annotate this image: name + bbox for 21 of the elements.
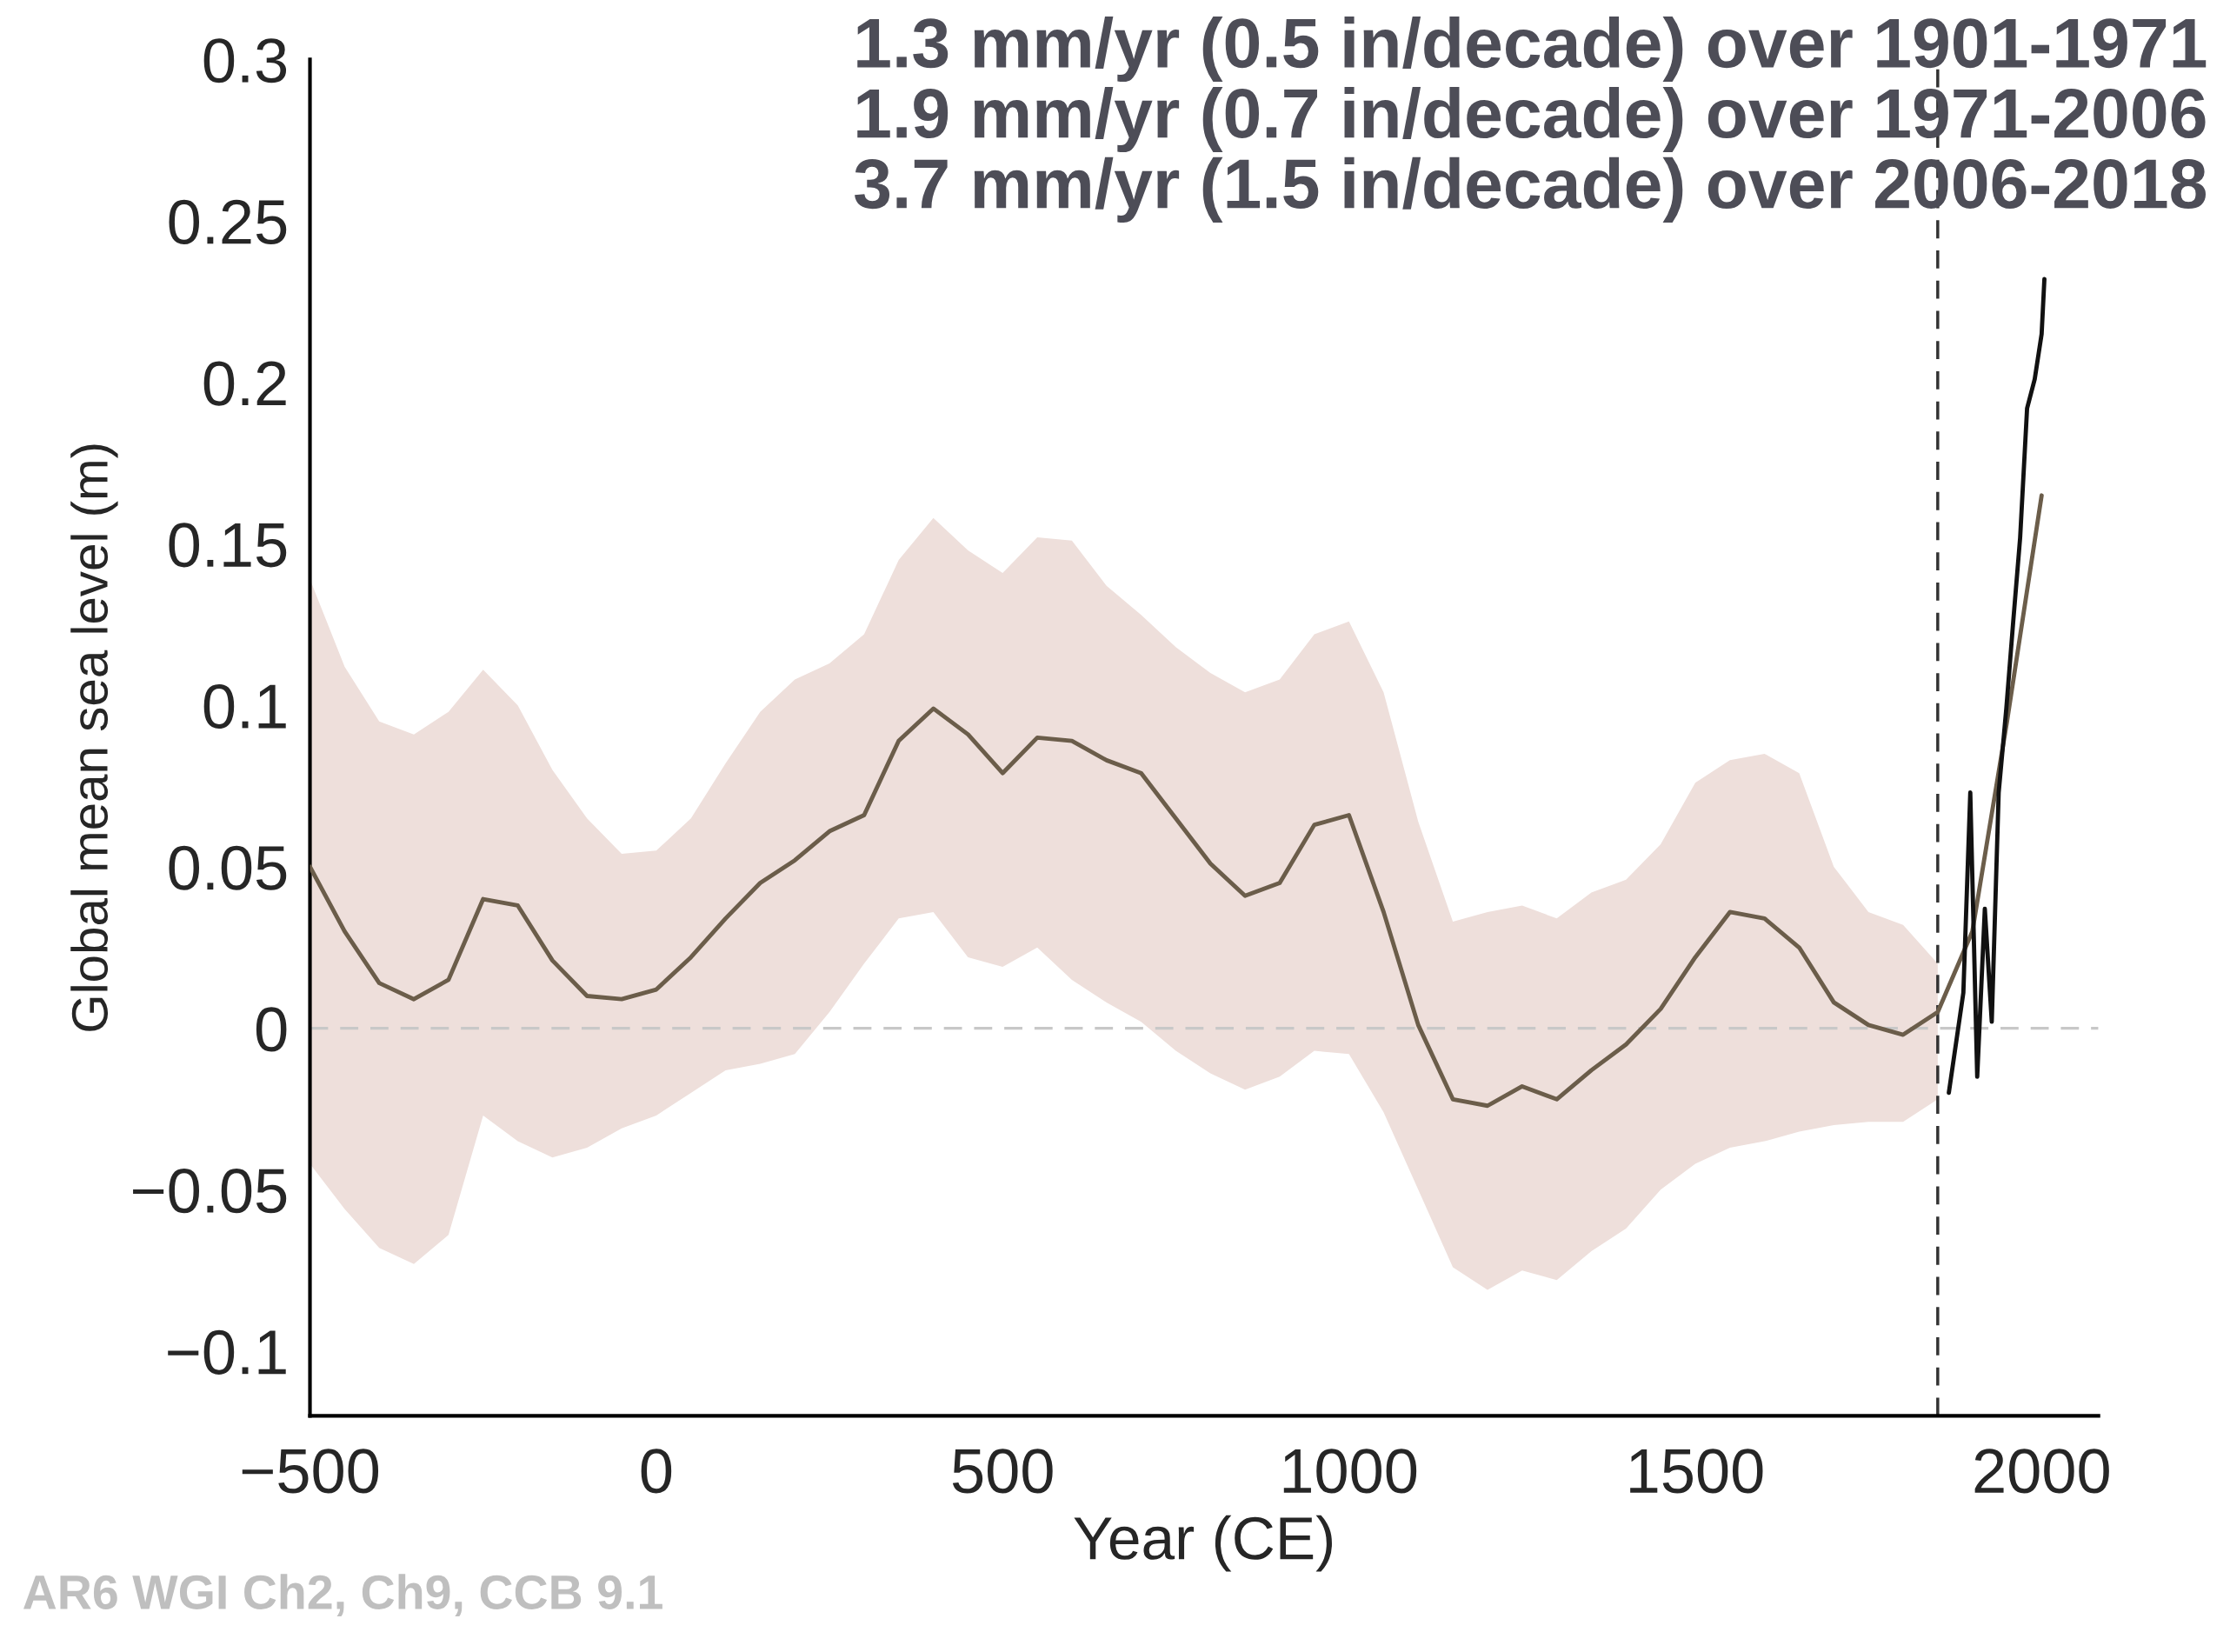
y-tick-label: −0.1 [168, 1329, 286, 1375]
y-tick-label: 0.25 [169, 199, 287, 244]
x-tick-label: 0 [641, 1449, 672, 1494]
x-tick-label: 500 [952, 1449, 1053, 1494]
y-tick-label: 0.3 [203, 38, 287, 83]
y-tick-label: 0.1 [203, 683, 286, 729]
line-series [310, 493, 2044, 1109]
y-tick-label: 0.05 [169, 845, 287, 890]
y-tick-label: −0.05 [133, 1169, 287, 1214]
y-tick-label: 0 [256, 1007, 287, 1052]
x-tick-label: 2000 [1974, 1449, 2109, 1494]
line-series [1947, 276, 2047, 1096]
x-axis-title: Year (CE) [1074, 1515, 1332, 1572]
y-tick-label: 0.2 [203, 361, 286, 406]
x-tick-label: −500 [242, 1449, 379, 1494]
y-axis-title: Global mean sea level (m) [70, 444, 118, 1031]
text: AR6 WGI Ch2, Ch9, CCB 9.1 [23, 1574, 662, 1617]
x-tick-label: 1000 [1283, 1449, 1417, 1494]
annotation: 1.3 mm/yr (0.5 in/decade) over 1901-1971 1.9 mm/yr (0.7 in/decade) over 1971-2006 3.7 mm/yr (1.5 in/decade) over 2006-2018 [855, 17, 2207, 223]
x-tick-label: 1500 [1630, 1449, 1763, 1494]
y-tick-label: 0.15 [169, 523, 287, 568]
